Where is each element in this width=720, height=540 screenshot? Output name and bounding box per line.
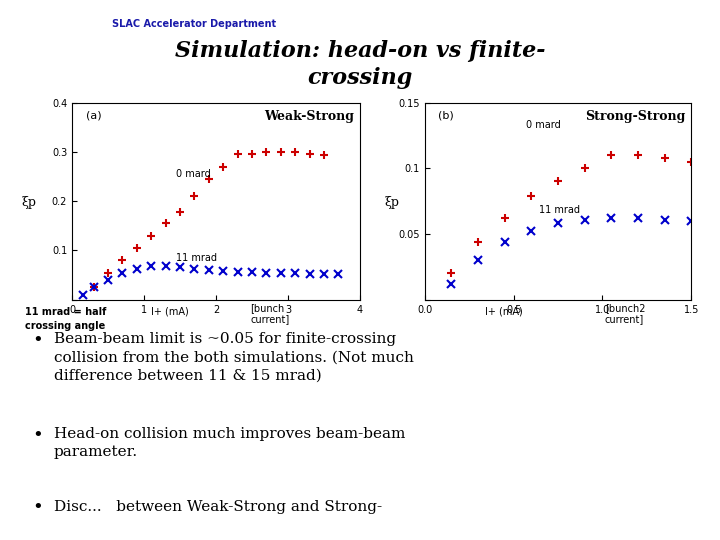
Text: ξp: ξp [22, 196, 36, 209]
Text: 11 mrad = half: 11 mrad = half [25, 307, 107, 317]
Text: 11 mrad: 11 mrad [539, 205, 580, 215]
Text: Weak-Strong: Weak-Strong [264, 111, 354, 124]
Text: 11 mrad: 11 mrad [176, 253, 217, 264]
Text: crossing angle: crossing angle [25, 321, 105, 332]
Text: current]: current] [251, 314, 290, 325]
Text: (a): (a) [86, 111, 102, 120]
Text: 0 mard: 0 mard [176, 170, 211, 179]
Text: I+ (mA): I+ (mA) [151, 307, 189, 317]
Text: Beam-beam limit is ~0.05 for finite-crossing
collision from the both simulations: Beam-beam limit is ~0.05 for finite-cros… [54, 332, 414, 383]
Text: Head-on collision much improves beam-beam
parameter.: Head-on collision much improves beam-bea… [54, 427, 405, 459]
Text: current]: current] [605, 314, 644, 325]
Text: Simulation: head-on vs finite-: Simulation: head-on vs finite- [175, 40, 545, 62]
Text: •: • [32, 332, 43, 350]
Text: •: • [32, 500, 43, 517]
Text: ξp: ξp [385, 196, 400, 209]
Text: [bunch: [bunch [251, 303, 285, 314]
Text: I+ (mA): I+ (mA) [485, 307, 523, 317]
Text: SLAC Accelerator Department: SLAC Accelerator Department [112, 19, 276, 29]
Text: [bunch2: [bunch2 [605, 303, 645, 314]
Text: (b): (b) [438, 111, 454, 120]
Text: crossing: crossing [307, 68, 413, 89]
Text: Strong-Strong: Strong-Strong [585, 111, 686, 124]
Text: •: • [32, 427, 43, 444]
Text: Disc...   between Weak-Strong and Strong-: Disc... between Weak-Strong and Strong- [54, 500, 382, 514]
Text: 0 mard: 0 mard [526, 120, 561, 130]
